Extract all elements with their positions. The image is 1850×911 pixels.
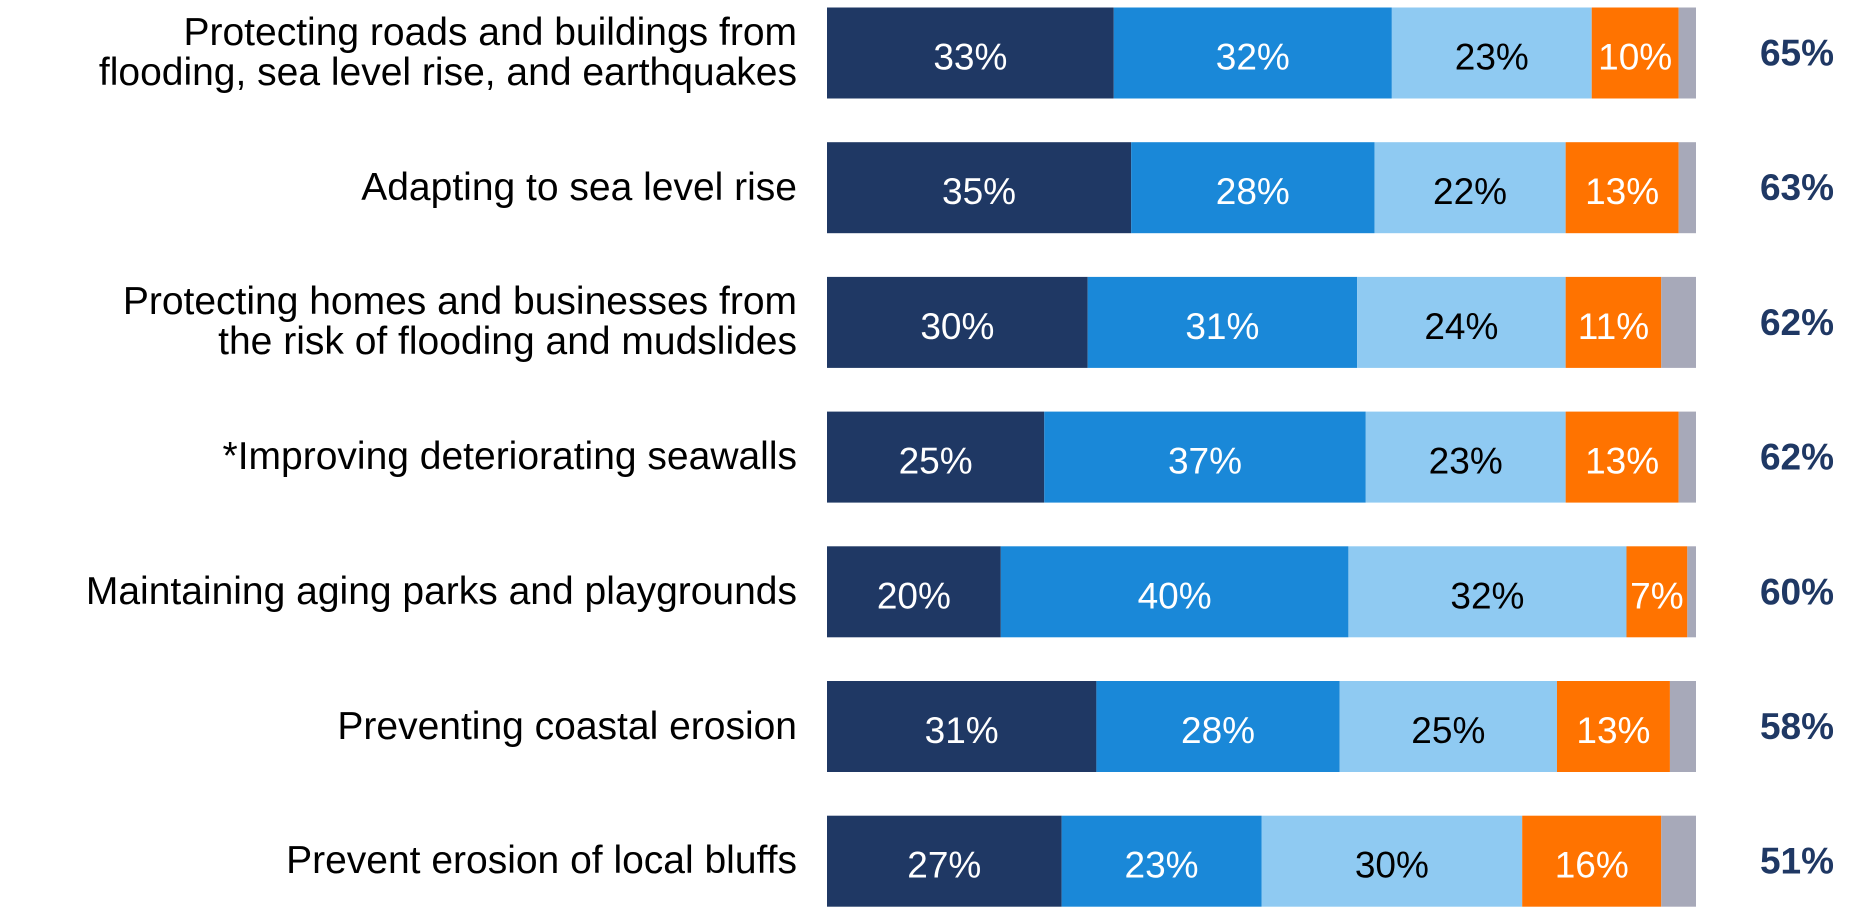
bar-segment (1626, 546, 1688, 638)
value-label: 32% (1216, 37, 1290, 78)
category-label: Protecting homes and businesses from the… (122, 280, 797, 364)
total-label: 62% (1760, 302, 1834, 343)
value-label: 28% (1216, 171, 1290, 212)
value-label: 25% (899, 441, 973, 482)
bar-segment (1365, 411, 1566, 503)
bar-segment (1678, 411, 1696, 503)
bar-segment (1339, 681, 1557, 772)
value-label: 30% (920, 306, 994, 347)
category-label: Prevent erosion of local bluffs (286, 839, 797, 883)
bar-segment (1678, 7, 1696, 99)
category-label: Adapting to sea level rise (361, 165, 797, 209)
bar-segment (827, 7, 1114, 99)
bar-segment (827, 276, 1088, 368)
value-label: 35% (942, 171, 1016, 212)
value-label: 7% (1630, 575, 1683, 616)
value-label: 27% (907, 845, 981, 886)
bar-segment (1522, 815, 1662, 907)
total-label: 63% (1760, 167, 1834, 208)
value-label: 23% (1455, 37, 1529, 78)
value-label: 31% (1185, 306, 1259, 347)
value-label: 13% (1576, 710, 1650, 751)
bar-segment (1556, 681, 1670, 772)
total-label: 65% (1760, 33, 1834, 74)
value-label: 13% (1585, 441, 1659, 482)
bar-segment (827, 815, 1062, 907)
bar-segment (1661, 815, 1696, 907)
bar-segment (1357, 276, 1566, 368)
total-label: 62% (1760, 437, 1834, 478)
bar-segment (1061, 815, 1262, 907)
bar-segment (827, 546, 1001, 638)
value-label: 23% (1429, 441, 1503, 482)
bar-segment (1131, 142, 1375, 234)
bar-segment (1565, 142, 1679, 234)
bar-segment (1348, 546, 1627, 638)
bar-segment (1661, 276, 1696, 368)
value-label: 16% (1555, 845, 1629, 886)
bar-segment (1044, 411, 1366, 503)
value-label: 24% (1424, 306, 1498, 347)
category-label: Protecting roads and buildings from floo… (98, 11, 797, 94)
value-label: 10% (1598, 37, 1672, 78)
bar-segment (1678, 142, 1696, 234)
bar-segment (827, 411, 1045, 503)
bar-segment (1687, 546, 1696, 638)
value-label: 25% (1411, 710, 1485, 751)
bar-segment (1261, 815, 1523, 907)
bar-segment (1565, 411, 1679, 503)
category-label: Preventing coastal erosion (337, 704, 797, 748)
bar-segment (827, 142, 1132, 234)
total-label: 58% (1760, 706, 1834, 747)
bar-segment (827, 681, 1097, 772)
value-label: 20% (877, 575, 951, 616)
value-label: 31% (925, 710, 999, 751)
total-label: 51% (1760, 841, 1834, 882)
bar-segment (1391, 7, 1592, 99)
bar-segment (1591, 7, 1679, 99)
value-label: 13% (1585, 171, 1659, 212)
category-label: Maintaining aging parks and playgrounds (85, 569, 797, 613)
bar-segment (1565, 276, 1662, 368)
bar-segment (1000, 546, 1349, 638)
bar-segment (1669, 681, 1696, 772)
value-label: 23% (1125, 845, 1199, 886)
value-label: 28% (1181, 710, 1255, 751)
value-label: 40% (1138, 575, 1212, 616)
value-label: 22% (1433, 171, 1507, 212)
value-label: 11% (1578, 306, 1649, 347)
value-label: 30% (1355, 845, 1429, 886)
category-label: *Improving deteriorating seawalls (222, 435, 797, 479)
total-label: 60% (1760, 571, 1834, 612)
value-label: 33% (933, 37, 1007, 78)
bar-segment (1113, 7, 1392, 99)
bar-segment (1087, 276, 1358, 368)
value-label: 37% (1168, 441, 1242, 482)
value-label: 32% (1450, 575, 1524, 616)
bar-segment (1096, 681, 1340, 772)
bar-segment (1374, 142, 1566, 234)
